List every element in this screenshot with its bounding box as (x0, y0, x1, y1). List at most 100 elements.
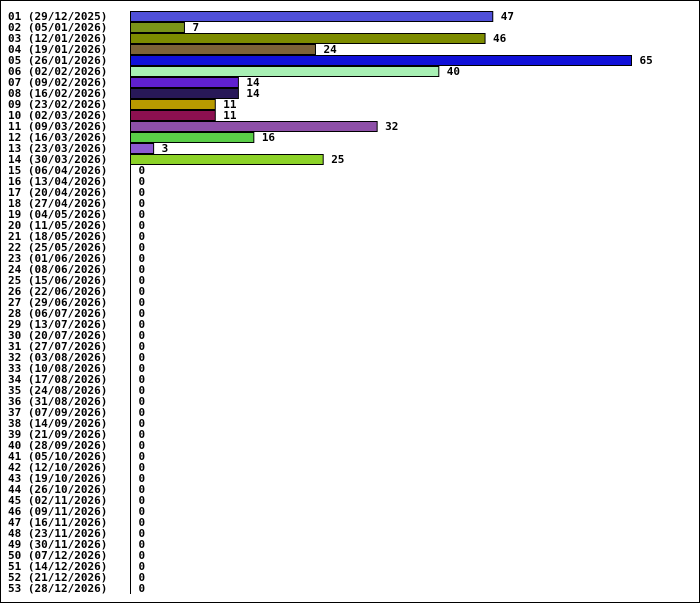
value-label: 0 (139, 505, 146, 518)
category-label: 45 (02/11/2026) (8, 494, 107, 507)
category-label: 12 (16/03/2026) (8, 131, 107, 144)
category-label: 22 (25/05/2026) (8, 241, 107, 254)
bar (130, 110, 216, 121)
category-label: 09 (23/02/2026) (8, 98, 107, 111)
value-label: 0 (139, 538, 146, 551)
value-label: 25 (331, 153, 344, 166)
value-label: 14 (246, 87, 260, 100)
value-label: 16 (262, 131, 276, 144)
bar (130, 33, 486, 44)
value-label: 0 (139, 461, 146, 474)
category-label: 43 (19/10/2026) (8, 472, 107, 485)
category-label: 23 (01/06/2026) (8, 252, 107, 265)
category-label: 39 (21/09/2026) (8, 428, 107, 441)
bar (130, 154, 324, 165)
bar (130, 44, 316, 55)
value-label: 0 (139, 516, 146, 529)
category-label: 06 (02/02/2026) (8, 65, 107, 78)
category-label: 35 (24/08/2026) (8, 384, 107, 397)
value-label: 0 (139, 241, 146, 254)
bar (130, 143, 155, 154)
bar (130, 66, 440, 77)
value-label: 0 (139, 351, 146, 364)
value-label: 0 (139, 208, 146, 221)
bar (130, 55, 632, 66)
value-label: 0 (139, 582, 146, 595)
category-label: 46 (09/11/2026) (8, 505, 107, 518)
category-label: 21 (18/05/2026) (8, 230, 107, 243)
value-label: 0 (139, 274, 146, 287)
bar (130, 22, 185, 33)
value-label: 0 (139, 428, 146, 441)
value-label: 0 (139, 252, 146, 265)
bar (130, 99, 216, 110)
category-label: 28 (06/07/2026) (8, 307, 107, 320)
value-label: 0 (139, 329, 146, 342)
category-label: 32 (03/08/2026) (8, 351, 107, 364)
category-label: 11 (09/03/2026) (8, 120, 107, 133)
value-label: 0 (139, 362, 146, 375)
value-label: 46 (493, 32, 507, 45)
category-label: 26 (22/06/2026) (8, 285, 107, 298)
category-label: 47 (16/11/2026) (8, 516, 107, 529)
value-label: 11 (223, 98, 237, 111)
category-label: 07 (09/02/2026) (8, 76, 107, 89)
bar (130, 132, 255, 143)
category-label: 03 (12/01/2026) (8, 32, 107, 45)
bar (130, 77, 239, 88)
value-label: 40 (447, 65, 460, 78)
category-label: 17 (20/04/2026) (8, 186, 107, 199)
category-label: 10 (02/03/2026) (8, 109, 107, 122)
category-label: 31 (27/07/2026) (8, 340, 107, 353)
value-label: 0 (139, 296, 146, 309)
value-label: 7 (192, 21, 199, 34)
category-labels: 01 (29/12/2025)02 (05/01/2026)03 (12/01/… (8, 10, 107, 595)
value-label: 0 (139, 175, 146, 188)
category-label: 53 (28/12/2026) (8, 582, 107, 595)
category-label: 16 (13/04/2026) (8, 175, 107, 188)
category-label: 08 (16/02/2026) (8, 87, 107, 100)
value-label: 0 (139, 560, 146, 573)
category-label: 02 (05/01/2026) (8, 21, 107, 34)
category-label: 36 (31/08/2026) (8, 395, 107, 408)
value-labels: 4774624654014141111321632500000000000000… (139, 10, 653, 595)
value-label: 0 (139, 164, 146, 177)
value-label: 0 (139, 483, 146, 496)
value-label: 0 (139, 450, 146, 463)
category-label: 13 (23/03/2026) (8, 142, 107, 155)
value-label: 0 (139, 417, 146, 430)
value-label: 32 (385, 120, 398, 133)
value-label: 0 (139, 340, 146, 353)
value-label: 0 (139, 219, 146, 232)
category-label: 34 (17/08/2026) (8, 373, 107, 386)
category-label: 48 (23/11/2026) (8, 527, 107, 540)
value-label: 0 (139, 472, 146, 485)
value-label: 14 (246, 76, 260, 89)
category-label: 24 (08/06/2026) (8, 263, 107, 276)
category-label: 29 (13/07/2026) (8, 318, 107, 331)
value-label: 0 (139, 285, 146, 298)
value-label: 0 (139, 373, 146, 386)
value-label: 0 (139, 230, 146, 243)
value-label: 0 (139, 406, 146, 419)
value-label: 11 (223, 109, 237, 122)
value-label: 0 (139, 384, 146, 397)
category-label: 38 (14/09/2026) (8, 417, 107, 430)
value-label: 0 (139, 263, 146, 276)
category-label: 30 (20/07/2026) (8, 329, 107, 342)
value-label: 0 (139, 186, 146, 199)
value-label: 0 (139, 318, 146, 331)
category-label: 33 (10/08/2026) (8, 362, 107, 375)
bar (130, 11, 494, 22)
value-label: 0 (139, 197, 146, 210)
value-label: 3 (162, 142, 169, 155)
category-label: 44 (26/10/2026) (8, 483, 107, 496)
value-label: 0 (139, 549, 146, 562)
category-label: 41 (05/10/2026) (8, 450, 107, 463)
category-label: 05 (26/01/2026) (8, 54, 107, 67)
category-label: 14 (30/03/2026) (8, 153, 107, 166)
category-label: 01 (29/12/2025) (8, 10, 107, 23)
value-label: 24 (323, 43, 337, 56)
